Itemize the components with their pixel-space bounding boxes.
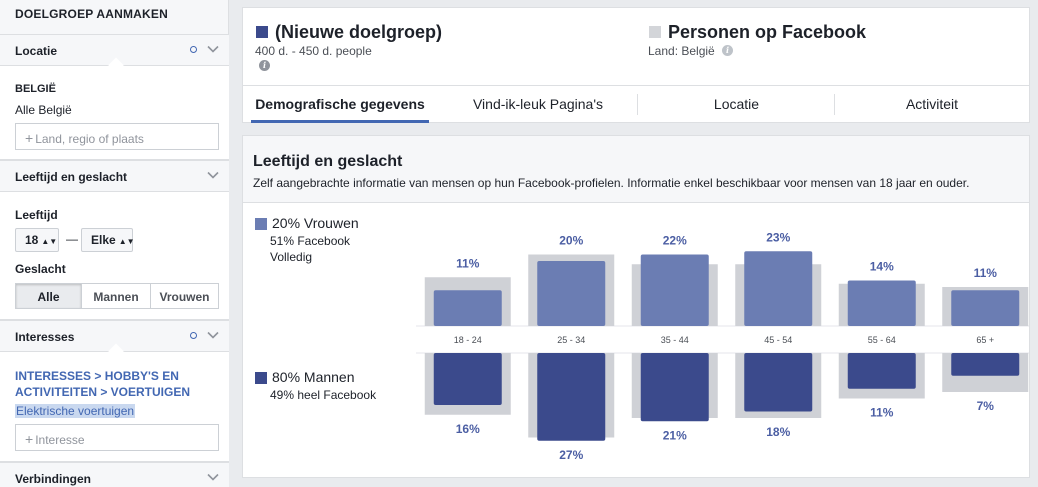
gender-option-men[interactable]: Mannen: [81, 283, 151, 309]
tab-activity[interactable]: Activiteit: [905, 96, 959, 112]
chart-description: Zelf aangebrachte informatie van mensen …: [253, 176, 970, 190]
plus-icon: +: [25, 431, 34, 447]
age-category-label: 25 - 34: [557, 335, 585, 345]
men-bar: [433, 353, 502, 405]
interest-input[interactable]: + Interesse: [15, 424, 219, 451]
women-value-label: 11%: [974, 266, 998, 280]
interest-input-placeholder: Interesse: [35, 433, 85, 447]
women-value-label: 11%: [456, 256, 480, 270]
age-gender-header-label: Leeftijd en geslacht: [15, 170, 128, 184]
chevron-down-icon[interactable]: [206, 168, 220, 182]
chevron-down-icon[interactable]: [206, 470, 220, 484]
women-value-label: 23%: [766, 230, 790, 244]
info-icon[interactable]: i: [722, 45, 733, 56]
women-value-label: 20%: [559, 234, 583, 248]
women-bar: [847, 280, 916, 326]
tab-location[interactable]: Locatie: [713, 96, 760, 112]
men-bar: [951, 353, 1020, 376]
audience-size: 400 d. - 450 d. people: [255, 44, 372, 58]
audience-name: (Nieuwe doelgroep): [275, 22, 443, 42]
age-max-select[interactable]: Elke ▲▼: [81, 228, 135, 252]
location-country: BELGIË: [15, 83, 56, 95]
location-scope: Alle België: [15, 103, 72, 117]
chevron-down-icon[interactable]: [206, 328, 220, 342]
tab-demographics[interactable]: Demografische gegevens: [251, 86, 429, 123]
location-input[interactable]: + Land, regio of plaats: [15, 123, 219, 150]
tab-divider: [834, 94, 835, 115]
compare-audience-name: Personen op Facebook: [668, 22, 867, 42]
women-legend-sub1: 51% Facebook: [270, 234, 351, 248]
select-arrows-icon: ▲▼: [118, 237, 135, 246]
tab-divider: [637, 94, 638, 115]
chevron-down-icon[interactable]: [206, 42, 220, 56]
audience-swatch: [256, 26, 268, 38]
men-value-label: 16%: [456, 422, 480, 436]
age-gender-section-header[interactable]: Leeftijd en geslacht: [0, 160, 229, 192]
women-legend-swatch: [255, 218, 267, 230]
selected-interest[interactable]: Elektrische voertuigen: [15, 404, 136, 418]
men-legend-swatch: [255, 372, 267, 384]
men-legend-sub1: 49% heel Facebook: [270, 388, 377, 402]
tab-bar: Demografische gegevens Vind-ik-leuk Pagi…: [243, 85, 1029, 123]
interests-header-label: Interesses: [15, 330, 75, 344]
gender-label: Geslacht: [15, 262, 66, 276]
age-category-label: 45 - 54: [764, 335, 792, 345]
location-section-body: BELGIË Alle België + Land, regio of plaat…: [0, 66, 229, 160]
compare-country: Land: België: [648, 44, 715, 58]
age-category-label: 55 - 64: [868, 335, 896, 345]
women-legend-sub2: Volledig: [270, 250, 313, 264]
women-value-label: 22%: [663, 234, 687, 248]
age-max-value: Elke: [91, 233, 116, 247]
men-value-label: 18%: [766, 425, 790, 439]
age-gender-bar-chart: 11% 16% 18 - 24 20% 27% 25 - 34 22% 21% 35 - 44 2…: [416, 230, 1029, 462]
edit-circle-icon[interactable]: [190, 46, 197, 53]
men-legend-label: 80% Mannen: [272, 369, 355, 385]
chart-title: Leeftijd en geslacht: [253, 153, 403, 170]
age-label: Leeftijd: [15, 208, 58, 222]
men-bar: [847, 353, 916, 389]
connections-header-label: Verbindingen: [15, 472, 92, 486]
men-value-label: 21%: [663, 428, 687, 442]
gender-option-women[interactable]: Vrouwen: [150, 283, 219, 309]
select-arrows-icon: ▲▼: [41, 237, 58, 246]
age-category-label: 35 - 44: [661, 335, 689, 345]
audience-summary-card: (Nieuwe doelgroep) 400 d. - 450 d. peopl…: [242, 7, 1030, 123]
age-axis-band: [416, 326, 1029, 353]
age-range-dash: —: [66, 232, 78, 246]
men-bar: [537, 353, 606, 441]
men-value-label: 7%: [977, 399, 995, 413]
info-icon[interactable]: i: [259, 60, 270, 71]
location-section-header[interactable]: Locatie: [0, 34, 229, 75]
women-legend-label: 20% Vrouwen: [272, 215, 359, 231]
chart-header: Leeftijd en geslacht Zelf aangebrachte i…: [243, 136, 1029, 203]
connections-section-header[interactable]: Verbindingen: [0, 462, 229, 487]
women-bar: [433, 290, 502, 326]
gender-option-all[interactable]: Alle: [15, 283, 82, 309]
age-gender-chart-card: Leeftijd en geslacht Zelf aangebrachte i…: [242, 135, 1030, 478]
audience-sidebar: DOELGROEP AANMAKEN Locatie BELGIË Alle B…: [0, 0, 229, 487]
men-value-label: 27%: [559, 448, 583, 462]
age-category-label: 18 - 24: [454, 335, 482, 345]
interests-breadcrumb[interactable]: INTERESSES > HOBBY'S EN ACTIVITEITEN > V…: [15, 369, 191, 399]
compare-swatch: [649, 26, 661, 38]
location-input-placeholder: Land, regio of plaats: [35, 132, 144, 146]
interests-section-header[interactable]: Interesses: [0, 320, 229, 361]
sidebar-title: DOELGROEP AANMAKEN: [15, 7, 168, 21]
women-bar: [537, 261, 606, 326]
plus-icon: +: [25, 130, 34, 146]
age-min-value: 18: [25, 233, 39, 247]
men-bar: [640, 353, 709, 422]
women-value-label: 14%: [870, 260, 894, 274]
women-bar: [744, 251, 813, 326]
edit-circle-icon[interactable]: [190, 332, 197, 339]
men-bar: [744, 353, 813, 412]
women-bar: [951, 290, 1020, 326]
women-bar: [640, 254, 709, 326]
location-header-label: Locatie: [15, 44, 58, 58]
tab-page-likes[interactable]: Vind-ik-leuk Pagina's: [472, 96, 604, 112]
men-value-label: 11%: [870, 406, 894, 420]
age-min-select[interactable]: 18 ▲▼: [15, 228, 59, 252]
age-category-label: 65 +: [976, 335, 994, 345]
